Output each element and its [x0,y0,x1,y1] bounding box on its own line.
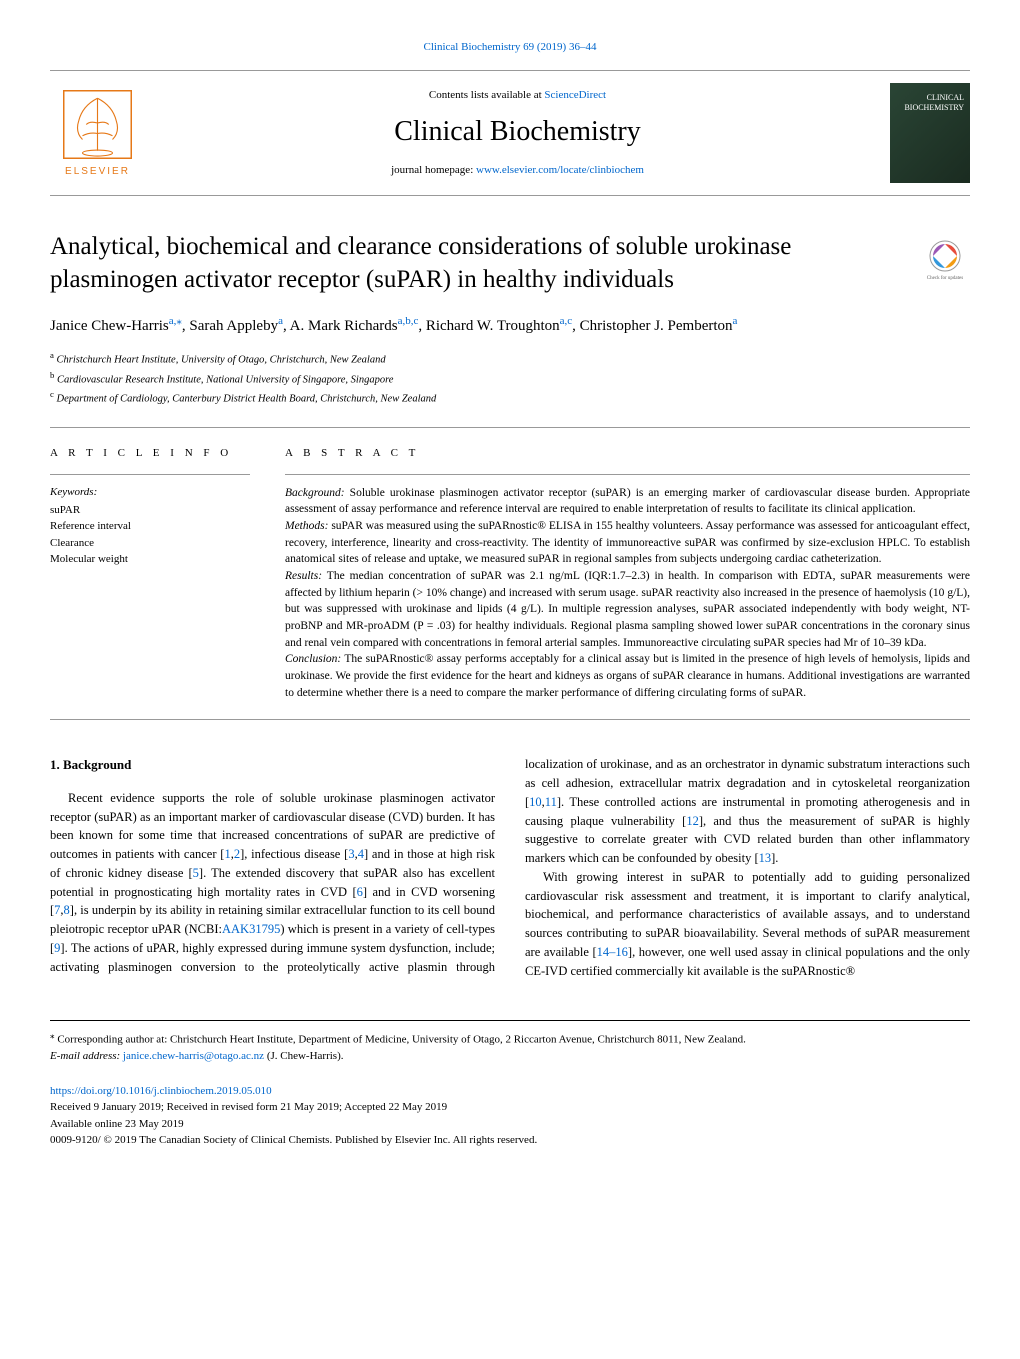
sciencedirect-link[interactable]: ScienceDirect [544,89,606,101]
author: Janice Chew-Harrisa,⁎ [50,318,182,334]
homepage-link[interactable]: www.elsevier.com/locate/clinbiochem [476,164,644,176]
footer: https://doi.org/10.1016/j.clinbiochem.20… [50,1083,970,1149]
author: Richard W. Troughtona,c [426,318,572,334]
check-updates-badge[interactable]: Check for updates [920,236,970,286]
elsevier-tree-icon [60,87,135,162]
body-paragraph: With growing interest in suPAR to potent… [525,868,970,981]
affil-link[interactable]: a [733,315,738,327]
doi-link[interactable]: https://doi.org/10.1016/j.clinbiochem.20… [50,1085,272,1097]
keyword: suPAR [50,502,250,519]
article-info: A R T I C L E I N F O Keywords: suPAR Re… [50,446,250,701]
online-line: Available online 23 May 2019 [50,1116,970,1133]
affil-link[interactable]: a [278,315,283,327]
affiliation: c Department of Cardiology, Canterbury D… [50,388,970,407]
divider [50,719,970,720]
keywords-list: suPAR Reference interval Clearance Molec… [50,502,250,568]
check-updates-icon: Check for updates [920,236,970,286]
footnotes: ⁎ Corresponding author at: Christchurch … [50,1020,970,1065]
ref-link[interactable]: 14–16 [597,945,628,959]
affil-link[interactable]: a,b,c [398,315,419,327]
journal-name: Clinical Biochemistry [145,112,890,151]
abstract-divider [285,474,970,475]
article-title: Analytical, biochemical and clearance co… [50,231,905,296]
copyright-line: 0009-9120/ © 2019 The Canadian Society o… [50,1132,970,1149]
author: Sarah Applebya [189,318,283,334]
publisher-logo: ELSEVIER [50,86,145,181]
title-section: Analytical, biochemical and clearance co… [50,231,970,314]
conclusion-label: Conclusion: [285,653,341,665]
ref-link[interactable]: 10 [529,795,542,809]
author: Christopher J. Pembertona [580,318,738,334]
citation-link[interactable]: Clinical Biochemistry 69 (2019) 36–44 [424,41,597,53]
homepage-line: journal homepage: www.elsevier.com/locat… [145,163,890,178]
top-citation: Clinical Biochemistry 69 (2019) 36–44 [50,40,970,55]
ncbi-link[interactable]: AAK31795 [222,922,280,936]
abstract: A B S T R A C T Background: Soluble urok… [285,446,970,701]
publisher-name: ELSEVIER [65,165,130,179]
affil-link[interactable]: a,c [560,315,573,327]
body-columns: 1. Background Recent evidence supports t… [50,755,970,980]
section-header: 1. Background [50,755,495,775]
cover-label: CLINICAL BIOCHEMISTRY [890,93,964,112]
corresponding-author: ⁎ Corresponding author at: Christchurch … [50,1029,970,1048]
received-line: Received 9 January 2019; Received in rev… [50,1099,970,1116]
abstract-text: Background: Soluble urokinase plasminoge… [285,485,970,702]
info-abstract-row: A R T I C L E I N F O Keywords: suPAR Re… [50,446,970,701]
affiliation: a Christchurch Heart Institute, Universi… [50,349,970,368]
methods-label: Methods: [285,520,328,532]
keyword: Clearance [50,535,250,552]
journal-cover: CLINICAL BIOCHEMISTRY [890,83,970,183]
email-line: E-mail address: janice.chew-harris@otago… [50,1048,970,1065]
header-center: Contents lists available at ScienceDirec… [145,88,890,178]
results-label: Results: [285,570,322,582]
info-divider [50,474,250,475]
ref-link[interactable]: 11 [545,795,557,809]
affiliation: b Cardiovascular Research Institute, Nat… [50,369,970,388]
keywords-label: Keywords: [50,485,250,500]
info-header: A R T I C L E I N F O [50,446,250,461]
affiliations: a Christchurch Heart Institute, Universi… [50,349,970,407]
keyword: Molecular weight [50,551,250,568]
ref-link[interactable]: 13 [759,851,772,865]
keyword: Reference interval [50,518,250,535]
body-section: 1. Background Recent evidence supports t… [50,755,970,980]
svg-text:Check for updates: Check for updates [927,276,963,281]
journal-header: ELSEVIER Contents lists available at Sci… [50,70,970,196]
divider [50,427,970,428]
abstract-header: A B S T R A C T [285,446,970,461]
background-label: Background: [285,487,345,499]
contents-line: Contents lists available at ScienceDirec… [145,88,890,103]
corr-link[interactable]: ⁎ [176,315,182,327]
author: A. Mark Richardsa,b,c [290,318,419,334]
ref-link[interactable]: 12 [686,814,699,828]
authors-list: Janice Chew-Harrisa,⁎, Sarah Applebya, A… [50,314,970,337]
email-link[interactable]: janice.chew-harris@otago.ac.nz [123,1050,264,1062]
